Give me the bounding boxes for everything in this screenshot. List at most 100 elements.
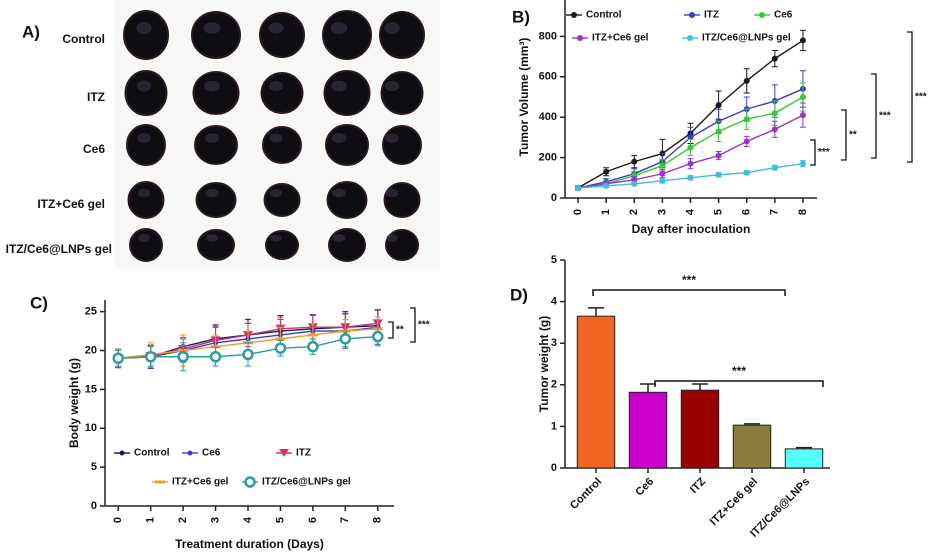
panel-label: B) (512, 7, 530, 26)
legend-marker (279, 449, 289, 457)
tumor-highlight (205, 188, 219, 198)
tumor (383, 182, 421, 218)
tumor-highlight (385, 133, 399, 143)
y-tick-label: 1000 (533, 0, 557, 2)
row-label: Control (62, 32, 105, 46)
x-tick-label: 7 (339, 517, 351, 523)
tumor (192, 71, 240, 115)
x-tick-label: 2 (628, 209, 640, 215)
marker (743, 116, 750, 123)
x-tick-label: ITZ (688, 475, 708, 495)
marker (372, 330, 384, 343)
y-axis-label: Body weight (g) (67, 358, 81, 448)
x-tick-label: 4 (242, 516, 254, 523)
significance-label: *** (915, 92, 927, 103)
legend-label: ITZ/Ce6@LNPs gel (262, 477, 351, 488)
marker (687, 144, 694, 151)
tumor (322, 10, 372, 60)
tumor-highlight (332, 188, 346, 198)
legend-marker (119, 450, 125, 456)
marker (274, 342, 287, 354)
significance-label: *** (879, 111, 891, 122)
tumor-highlight (268, 22, 284, 34)
x-tick-label: 1 (145, 517, 157, 523)
y-tick-label: 2 (551, 379, 557, 391)
tumor (265, 230, 299, 260)
x-tick-label: 7 (769, 209, 781, 215)
legend-marker (687, 35, 693, 41)
y-tick-label: 1 (551, 420, 557, 432)
tumor-highlight (331, 133, 347, 143)
marker (771, 164, 778, 171)
marker (799, 37, 806, 44)
tumor-highlight (138, 234, 150, 242)
legend-label: Ce6 (202, 448, 221, 459)
marker (631, 158, 638, 165)
significance-bracket (810, 139, 816, 166)
tumor-highlight (384, 22, 400, 34)
tumor-highlight (137, 133, 151, 143)
legend-marker (187, 450, 193, 456)
error-bar (588, 307, 604, 317)
legend-label: Control (586, 10, 622, 21)
marker (631, 180, 638, 187)
x-tick-label: 3 (656, 209, 668, 215)
legend-label: Control (134, 448, 170, 459)
x-tick-label: 0 (112, 517, 124, 523)
tumor (197, 229, 235, 261)
y-tick-label: 25 (85, 306, 97, 318)
x-axis-label: Treatment duration (Days) (175, 537, 324, 551)
legend-label: ITZ+Ce6 gel (172, 477, 229, 488)
x-tick-label: 2 (177, 517, 189, 523)
legend-label: Ce6 (774, 10, 793, 21)
marker (307, 340, 319, 353)
marker (799, 94, 806, 100)
marker (715, 171, 722, 178)
legend-marker (155, 480, 165, 484)
tumor (326, 181, 368, 219)
tumor-highlight (136, 22, 152, 34)
x-tick-label: 6 (307, 517, 319, 523)
tumor (195, 182, 237, 218)
marker (112, 352, 124, 365)
tumor (194, 125, 238, 165)
bar (732, 424, 772, 469)
error-bar (640, 383, 656, 393)
legend-marker (759, 12, 765, 18)
marker (687, 160, 694, 167)
marker (275, 337, 286, 341)
significance-label: *** (418, 320, 430, 331)
y-tick-label: 0 (551, 462, 557, 474)
marker (799, 160, 806, 167)
marker (210, 345, 221, 349)
marker (177, 350, 189, 363)
bar (576, 315, 616, 469)
tumor (323, 70, 371, 116)
marker (339, 333, 352, 345)
significance-bracket (841, 109, 847, 161)
tumor (382, 125, 422, 165)
tumor-highlight (384, 80, 400, 92)
legend-label: ITZ (296, 448, 311, 459)
tumor-highlight (268, 81, 284, 91)
legend-label: ITZ/Ce6@LNPs gel (702, 33, 791, 44)
x-tick-label: 0 (572, 209, 584, 215)
x-tick-label: 8 (797, 209, 809, 215)
marker (659, 162, 666, 169)
marker (603, 182, 610, 189)
tumor-highlight (385, 188, 399, 198)
row-label: Ce6 (83, 142, 105, 156)
marker (659, 177, 666, 184)
bar (784, 448, 824, 469)
tumor (260, 72, 304, 114)
marker (715, 102, 722, 109)
marker (743, 77, 750, 84)
y-tick-label: 200 (539, 152, 557, 164)
tumor (328, 228, 366, 262)
tumor (126, 124, 166, 166)
marker (144, 350, 157, 363)
tumor (325, 124, 369, 166)
y-tick-label: 400 (539, 111, 557, 123)
tumor-highlight (270, 234, 282, 242)
